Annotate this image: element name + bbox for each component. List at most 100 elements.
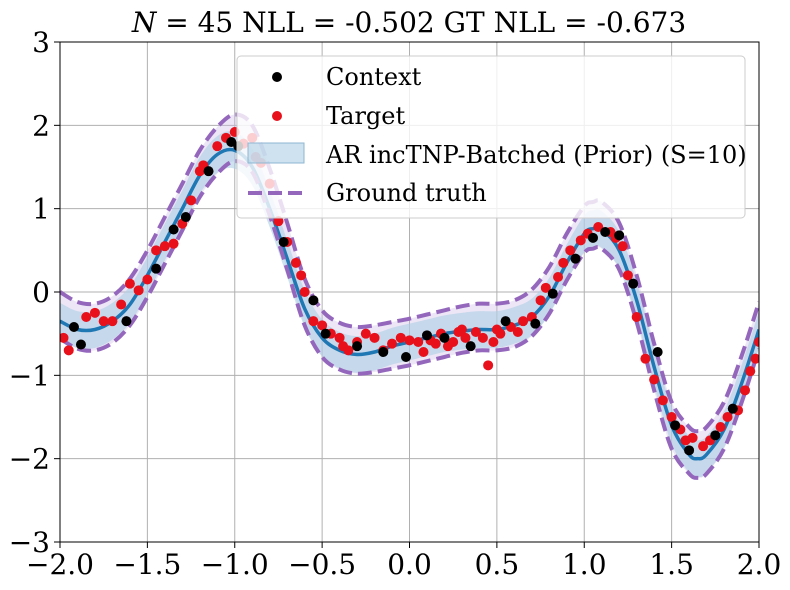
context-point: [727, 403, 738, 414]
legend-box: [236, 55, 746, 219]
context-point: [180, 212, 191, 222]
context-point: [628, 278, 639, 289]
target-point: [512, 327, 523, 337]
target-point: [404, 335, 415, 346]
context-point: [600, 227, 611, 237]
y-tick-label: 2: [32, 109, 50, 142]
ground-truth-lower: [60, 159, 759, 480]
y-tick-label: −3: [9, 526, 50, 559]
chart-title-italic: N: [131, 6, 158, 39]
target-point: [640, 353, 651, 364]
target-point: [715, 422, 726, 432]
target-point: [168, 238, 179, 249]
context-point: [587, 232, 598, 243]
target-point: [488, 337, 499, 347]
target-point: [151, 245, 162, 256]
context-point: [547, 288, 558, 299]
target-point: [593, 222, 604, 232]
y-tick-label: 1: [32, 193, 50, 226]
context-point: [500, 316, 511, 327]
target-point: [470, 327, 481, 337]
target-point: [754, 337, 759, 347]
context-point: [121, 316, 132, 327]
target-point: [133, 285, 144, 296]
legend-context-label: Context: [326, 63, 422, 91]
x-tick-label: 2.0: [737, 548, 782, 581]
target-point: [745, 366, 756, 377]
target-point: [430, 338, 441, 349]
context-point: [614, 230, 625, 241]
context-point: [670, 420, 681, 431]
legend-band-label: AR incTNP-Batched (Prior) (S=10): [325, 141, 747, 169]
target-point: [63, 345, 74, 356]
y-tick-label: −1: [9, 359, 50, 392]
context-point: [151, 263, 162, 274]
target-point: [308, 316, 319, 327]
y-axis-ticks: −3 −2 −1 0 1 2 3: [9, 26, 60, 559]
chart-title-rest: = 45 NLL = -0.502 GT NLL = -0.673: [156, 6, 686, 39]
context-point: [352, 341, 363, 352]
x-tick-label: 1.0: [562, 548, 607, 581]
target-point: [666, 412, 677, 422]
context-point: [710, 430, 721, 441]
target-point: [565, 245, 576, 256]
target-point: [186, 195, 197, 206]
target-point: [698, 441, 709, 452]
target-point: [142, 274, 153, 285]
x-tick-label: −1.0: [201, 548, 269, 581]
target-point: [418, 347, 429, 357]
target-point: [495, 328, 506, 339]
context-point: [320, 328, 331, 339]
target-point: [483, 360, 494, 371]
target-point: [518, 316, 529, 327]
target-point: [722, 412, 733, 422]
target-point: [159, 241, 170, 252]
target-point: [540, 282, 551, 293]
y-tick-label: 0: [32, 276, 50, 309]
context-point: [68, 322, 79, 332]
legend-band-swatch: [247, 142, 305, 164]
legend-target-label: Target: [326, 102, 405, 130]
context-point: [401, 352, 412, 362]
target-point: [558, 257, 569, 268]
target-point: [631, 312, 642, 322]
target-point: [622, 270, 633, 281]
target-point: [750, 353, 759, 364]
x-axis-ticks: −2.0 −1.5 −1.0 −0.5 0.0 0.5 1.0 1.5 2.0: [26, 542, 781, 581]
context-point: [278, 237, 289, 247]
legend-gt-label: Ground truth: [326, 179, 487, 207]
target-point: [273, 216, 284, 227]
target-point: [296, 270, 307, 281]
target-point: [535, 295, 546, 306]
target-point: [116, 299, 127, 310]
target-point: [343, 345, 354, 356]
context-point: [378, 347, 389, 357]
target-point: [107, 316, 118, 327]
target-point: [617, 241, 628, 252]
target-point: [60, 332, 69, 343]
target-point: [98, 316, 109, 327]
target-point: [460, 332, 471, 343]
legend-target-marker: [272, 111, 282, 121]
x-tick-label: 0.0: [387, 548, 432, 581]
target-point: [369, 332, 380, 343]
y-tick-label: −2: [9, 443, 50, 476]
target-point: [124, 278, 135, 289]
x-tick-label: 1.5: [649, 548, 694, 581]
target-point: [290, 257, 301, 268]
context-point: [570, 253, 581, 264]
target-point: [687, 432, 698, 443]
target-point: [649, 374, 660, 385]
target-point: [553, 272, 564, 282]
target-point: [395, 332, 406, 343]
x-tick-label: −2.0: [26, 548, 94, 581]
target-point: [575, 235, 586, 246]
x-tick-label: −0.5: [288, 548, 356, 581]
context-point: [439, 332, 450, 343]
context-point: [75, 339, 86, 350]
ground-truth-upper: [60, 112, 759, 434]
context-point: [308, 295, 319, 306]
target-point: [413, 337, 424, 347]
target-point: [448, 337, 459, 347]
